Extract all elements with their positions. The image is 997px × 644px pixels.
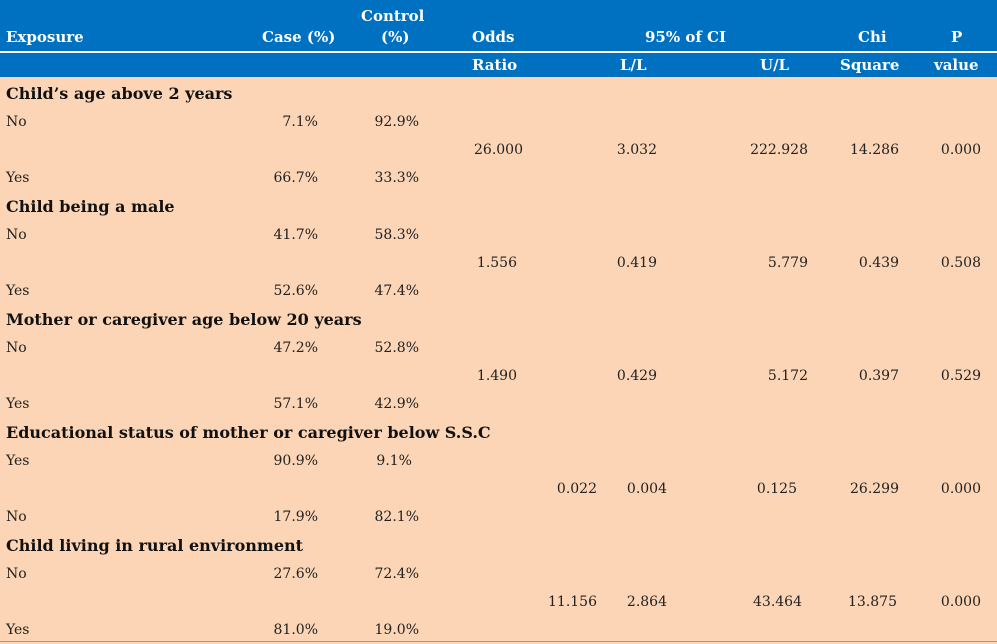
section-title: Child living in rural environment: [6, 536, 304, 555]
p-value: 0.508: [940, 255, 981, 271]
control-value: 42.9%: [374, 396, 419, 412]
header-ci: 95% of CI: [645, 28, 726, 46]
control-value: 82.1%: [374, 509, 419, 525]
control-value: 19.0%: [374, 622, 419, 638]
case-value: 81.0%: [273, 622, 318, 638]
odds-ratio: 1.556: [476, 255, 517, 271]
subheader-band: [0, 53, 997, 77]
p-value: 0.000: [940, 481, 981, 497]
ci-lower: 3.032: [616, 142, 657, 158]
odds-ratio: 1.490: [476, 368, 517, 384]
control-value: 9.1%: [376, 453, 412, 469]
chi-square: 0.439: [858, 255, 899, 271]
row-label: No: [6, 114, 27, 130]
row-label: No: [6, 509, 27, 525]
chi-square: 26.299: [850, 481, 899, 497]
row-label: Yes: [6, 170, 30, 186]
case-value: 27.6%: [273, 566, 318, 582]
p-value: 0.000: [940, 594, 981, 610]
row-label: Yes: [6, 283, 30, 299]
ci-upper: 5.172: [767, 368, 808, 384]
section-title: Child being a male: [6, 197, 175, 216]
control-value: 33.3%: [374, 170, 419, 186]
header-odds: Odds: [472, 28, 515, 46]
header-ul: U/L: [760, 56, 790, 74]
control-value: 58.3%: [374, 227, 419, 243]
case-value: 17.9%: [273, 509, 318, 525]
section-title: Mother or caregiver age below 20 years: [6, 310, 362, 329]
ci-lower: 0.004: [626, 481, 667, 497]
row-label: Yes: [6, 622, 30, 638]
case-value: 52.6%: [273, 283, 318, 299]
case-value: 7.1%: [282, 114, 318, 130]
row-label: No: [6, 566, 27, 582]
case-value: 47.2%: [273, 340, 318, 356]
row-label: Yes: [6, 396, 30, 412]
odds-ratio: 11.156: [548, 594, 597, 610]
header-separator: [0, 51, 997, 53]
header-p: P: [951, 28, 963, 46]
section-title: Educational status of mother or caregive…: [6, 423, 491, 442]
chi-square: 0.397: [858, 368, 899, 384]
ci-upper: 5.779: [767, 255, 808, 271]
ci-upper: 43.464: [753, 594, 802, 610]
ci-upper: 222.928: [750, 142, 808, 158]
control-value: 47.4%: [374, 283, 419, 299]
table-bottom-border: [0, 641, 997, 642]
header-value: value: [934, 56, 979, 74]
header-chi: Chi: [858, 28, 887, 46]
case-value: 90.9%: [273, 453, 318, 469]
case-value: 66.7%: [273, 170, 318, 186]
row-label: No: [6, 227, 27, 243]
header-case: Case (%): [262, 28, 336, 46]
header-control-unit: (%): [381, 28, 410, 46]
header-ll: L/L: [620, 56, 647, 74]
odds-ratio: 0.022: [556, 481, 597, 497]
p-value: 0.529: [940, 368, 981, 384]
chi-square: 13.875: [848, 594, 897, 610]
case-value: 57.1%: [273, 396, 318, 412]
control-value: 92.9%: [374, 114, 419, 130]
row-label: Yes: [6, 453, 30, 469]
control-value: 52.8%: [374, 340, 419, 356]
row-label: No: [6, 340, 27, 356]
ci-upper: 0.125: [756, 481, 797, 497]
odds-ratio: 26.000: [474, 142, 523, 158]
p-value: 0.000: [940, 142, 981, 158]
header-control: Control: [361, 7, 425, 25]
header-ratio: Ratio: [472, 56, 518, 74]
control-value: 72.4%: [374, 566, 419, 582]
header-square: Square: [840, 56, 900, 74]
case-value: 41.7%: [273, 227, 318, 243]
header-exposure: Exposure: [6, 28, 84, 46]
ci-lower: 0.429: [616, 368, 657, 384]
chi-square: 14.286: [850, 142, 899, 158]
ci-lower: 2.864: [626, 594, 667, 610]
header-band: [0, 0, 997, 51]
ci-lower: 0.419: [616, 255, 657, 271]
section-title: Child’s age above 2 years: [6, 84, 233, 103]
